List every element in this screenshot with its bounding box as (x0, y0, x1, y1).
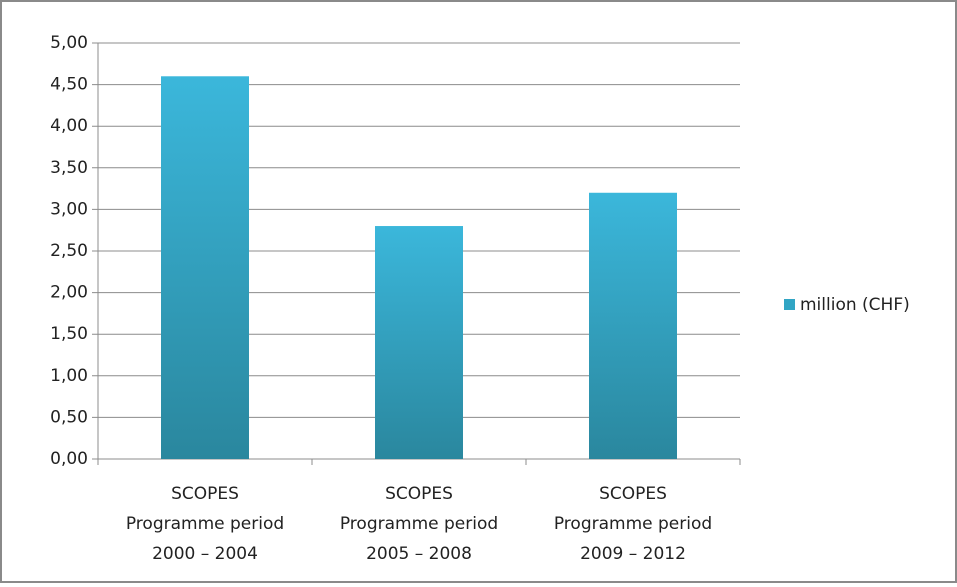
y-tick-label: 2,00 (50, 283, 88, 303)
y-tick-label: 0,50 (50, 407, 88, 427)
y-tick-label: 1,00 (50, 366, 88, 386)
x-tick-label: Programme period (340, 514, 498, 534)
x-tick-label: SCOPES (171, 484, 239, 504)
y-tick-label: 3,00 (50, 199, 88, 219)
x-tick-label: SCOPES (385, 484, 453, 504)
y-tick-label: 4,00 (50, 116, 88, 136)
x-tick-label: 2005 – 2008 (366, 544, 472, 564)
bar (161, 76, 249, 459)
y-tick-label: 3,50 (50, 158, 88, 178)
legend-swatch (784, 299, 795, 310)
x-tick-label: SCOPES (599, 484, 667, 504)
y-tick-label: 0,00 (50, 449, 88, 469)
y-tick-label: 2,50 (50, 241, 88, 261)
y-tick-label: 5,00 (50, 33, 88, 53)
y-tick-label: 1,50 (50, 324, 88, 344)
x-tick-label: 2009 – 2012 (580, 544, 686, 564)
legend-label: million (CHF) (800, 295, 910, 315)
x-tick-label: Programme period (126, 514, 284, 534)
bar (375, 226, 463, 459)
x-tick-label: Programme period (554, 514, 712, 534)
y-tick-label: 4,50 (50, 75, 88, 95)
x-tick-label: 2000 – 2004 (152, 544, 258, 564)
bar (589, 192, 677, 459)
